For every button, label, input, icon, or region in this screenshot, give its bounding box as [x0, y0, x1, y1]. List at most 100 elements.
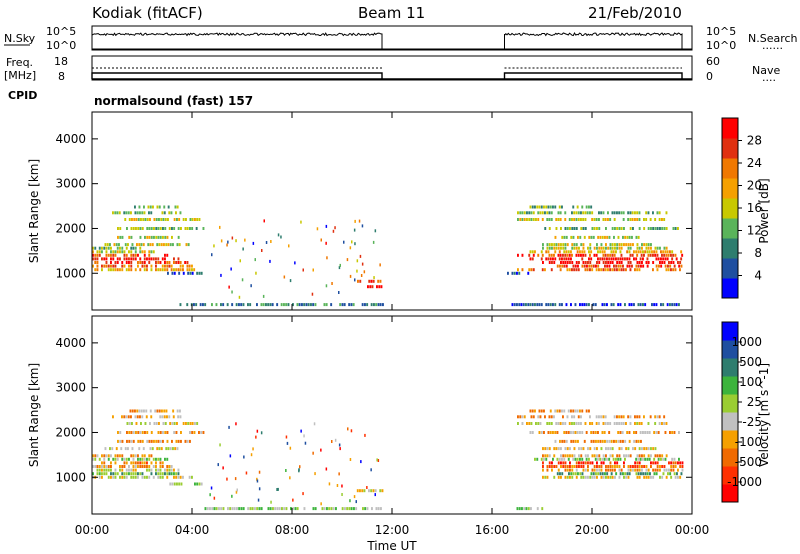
power-cell [557, 246, 560, 250]
power-cell [620, 261, 623, 264]
power-cell [584, 268, 587, 272]
power-cell [131, 243, 134, 247]
velocity-cell [546, 447, 549, 451]
power-cell [592, 264, 595, 268]
power-cell [354, 242, 356, 246]
velocity-cell [528, 422, 531, 425]
velocity-cell [679, 461, 682, 465]
power-cell [164, 264, 166, 268]
velocity-cell [596, 475, 598, 479]
power-cell [551, 261, 553, 264]
velocity-colorbar-swatch [722, 448, 738, 467]
velocity-cell [117, 431, 119, 434]
velocity-cell [200, 431, 203, 434]
velocity-cell [312, 507, 315, 511]
velocity-cell [363, 489, 366, 493]
velocity-cell [148, 457, 151, 461]
power-cell [582, 246, 585, 250]
power-cell [179, 303, 182, 307]
velocity-cell [521, 422, 524, 425]
velocity-cell [326, 507, 328, 511]
power-cell [626, 264, 629, 268]
velocity-cell [623, 461, 625, 465]
velocity-cell [569, 461, 571, 465]
velocity-cell [663, 468, 666, 472]
power-cell [598, 211, 600, 215]
power-cell [650, 243, 652, 247]
velocity-cell [135, 431, 137, 434]
velocity-cell [571, 422, 573, 425]
power-cell [521, 211, 524, 215]
velocity-cell [640, 439, 642, 443]
power-cell [534, 303, 536, 307]
power-cell [116, 250, 119, 254]
power-cell [557, 253, 560, 257]
power-cell [619, 257, 622, 261]
power-cell [204, 303, 207, 307]
velocity-cell [665, 454, 668, 458]
power-cell [356, 269, 358, 273]
velocity-cell [640, 422, 643, 425]
power-cell [351, 240, 353, 244]
power-cell [532, 211, 535, 215]
velocity-colorbar-swatch [722, 466, 738, 485]
velocity-cell [565, 439, 568, 443]
power-cell [655, 303, 658, 307]
power-cell [628, 264, 631, 268]
velocity-cell [137, 472, 139, 476]
power-cell [123, 211, 126, 215]
power-cell [186, 303, 189, 307]
velocity-cell [623, 454, 625, 458]
power-cell [578, 246, 580, 250]
power-cell [116, 246, 119, 250]
power-cell [516, 303, 518, 307]
power-cell [607, 218, 609, 221]
velocity-cell [364, 507, 367, 511]
velocity-cell [553, 475, 556, 479]
velocity-cell [548, 454, 551, 458]
velocity-cell [654, 468, 657, 472]
power-cell [599, 250, 602, 254]
power-cell [678, 303, 680, 307]
velocity-cell [612, 457, 615, 461]
velocity-cell [172, 415, 175, 419]
power-cell [94, 257, 97, 261]
power-cell [650, 246, 652, 250]
power-cell [592, 235, 595, 239]
velocity-cell [580, 475, 583, 479]
velocity-cell [607, 447, 610, 451]
velocity-cell [529, 409, 532, 413]
power-cell [196, 271, 199, 275]
velocity-cell [559, 422, 562, 425]
power-cell [554, 250, 557, 254]
velocity-cell [605, 468, 607, 472]
power-cell [654, 246, 657, 250]
velocity-cell [146, 461, 148, 465]
power-cell [581, 250, 584, 254]
velocity-cell [572, 431, 575, 434]
velocity-cell [611, 475, 614, 479]
velocity-cell [560, 454, 562, 458]
power-cell [565, 250, 568, 254]
power-cell [153, 218, 156, 221]
velocity-cell [647, 447, 650, 451]
velocity-cell [114, 472, 117, 476]
velocity-cell [125, 457, 128, 461]
power-cell [140, 243, 143, 247]
velocity-cell [635, 431, 638, 434]
power-cell [135, 218, 138, 221]
power-cell [124, 218, 127, 221]
power-cell [581, 303, 584, 307]
power-cell [241, 278, 244, 282]
power-cell [609, 243, 612, 247]
power-cell [118, 243, 120, 247]
velocity-cell [200, 482, 203, 486]
velocity-cell [575, 475, 578, 479]
power-cell [148, 250, 151, 254]
power-cell [519, 218, 522, 221]
power-cell [182, 268, 184, 272]
power-cell [101, 246, 103, 250]
power-cell [152, 250, 155, 254]
velocity-cell [125, 415, 128, 419]
power-cell [126, 227, 128, 230]
